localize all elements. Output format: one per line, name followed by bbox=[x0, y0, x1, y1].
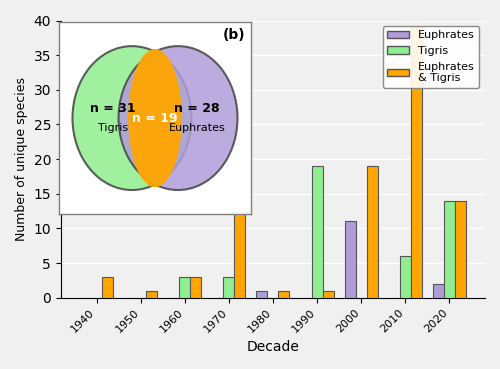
Bar bbox=[312, 166, 322, 298]
Text: n = 28: n = 28 bbox=[174, 102, 220, 115]
Bar bbox=[190, 277, 202, 298]
Ellipse shape bbox=[118, 46, 238, 190]
Bar bbox=[102, 277, 113, 298]
Bar bbox=[400, 256, 410, 298]
X-axis label: Decade: Decade bbox=[246, 340, 300, 354]
Text: n = 19: n = 19 bbox=[132, 111, 178, 125]
Bar bbox=[432, 284, 444, 298]
Bar bbox=[410, 27, 422, 298]
Text: (b): (b) bbox=[222, 28, 245, 42]
Ellipse shape bbox=[128, 49, 182, 187]
Y-axis label: Number of unique species: Number of unique species bbox=[15, 77, 28, 241]
Bar bbox=[224, 277, 234, 298]
Bar bbox=[344, 221, 356, 298]
Bar bbox=[454, 201, 466, 298]
Text: Tigris: Tigris bbox=[98, 123, 128, 133]
Text: (a): (a) bbox=[65, 26, 90, 41]
Text: n = 31: n = 31 bbox=[90, 102, 136, 115]
Bar bbox=[366, 166, 378, 298]
Text: Euphrates: Euphrates bbox=[169, 123, 226, 133]
Ellipse shape bbox=[72, 46, 192, 190]
Legend: Euphrates, Tigris, Euphrates
& Tigris: Euphrates, Tigris, Euphrates & Tigris bbox=[382, 26, 480, 88]
Bar bbox=[278, 291, 289, 298]
Bar bbox=[180, 277, 190, 298]
Bar bbox=[256, 291, 268, 298]
Bar bbox=[444, 201, 454, 298]
Bar bbox=[234, 208, 246, 298]
Bar bbox=[146, 291, 158, 298]
Bar bbox=[322, 291, 334, 298]
